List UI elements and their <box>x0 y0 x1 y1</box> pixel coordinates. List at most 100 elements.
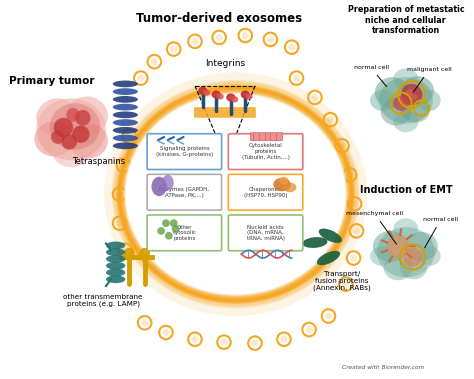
Ellipse shape <box>106 241 125 249</box>
Text: malignant cell: malignant cell <box>407 67 451 92</box>
Text: Enzymes (GAPDH,
ATPase, PK,...): Enzymes (GAPDH, ATPase, PK,...) <box>159 187 210 197</box>
Circle shape <box>325 313 332 319</box>
Ellipse shape <box>317 251 340 265</box>
Ellipse shape <box>162 175 173 190</box>
Circle shape <box>139 248 150 258</box>
Circle shape <box>170 219 178 227</box>
Circle shape <box>403 247 422 267</box>
Text: Transport/
fusion proteins
(Annexin, RABs): Transport/ fusion proteins (Annexin, RAB… <box>313 271 371 291</box>
Circle shape <box>120 162 127 169</box>
Circle shape <box>411 94 418 100</box>
Text: Created with Biorender.com: Created with Biorender.com <box>342 365 425 370</box>
Circle shape <box>288 44 295 50</box>
Ellipse shape <box>106 262 125 269</box>
Ellipse shape <box>52 134 91 167</box>
Ellipse shape <box>199 87 207 94</box>
Ellipse shape <box>113 135 138 141</box>
Ellipse shape <box>401 97 430 122</box>
Circle shape <box>116 220 123 227</box>
Circle shape <box>281 336 287 343</box>
Ellipse shape <box>106 248 125 256</box>
Circle shape <box>66 108 80 122</box>
Circle shape <box>172 225 180 233</box>
Circle shape <box>75 110 91 125</box>
Circle shape <box>137 75 144 81</box>
Ellipse shape <box>124 92 347 296</box>
Ellipse shape <box>69 124 108 158</box>
Text: Preparation of metastatic
niche and cellular
transformation: Preparation of metastatic niche and cell… <box>347 5 464 35</box>
Circle shape <box>122 247 129 254</box>
Ellipse shape <box>273 178 291 191</box>
Circle shape <box>306 326 312 333</box>
Circle shape <box>72 125 90 143</box>
Ellipse shape <box>113 111 138 118</box>
Ellipse shape <box>393 218 419 240</box>
Circle shape <box>350 255 357 262</box>
Text: normal cell: normal cell <box>423 217 458 248</box>
Circle shape <box>252 340 258 346</box>
Ellipse shape <box>113 127 138 134</box>
Circle shape <box>141 319 148 326</box>
Ellipse shape <box>405 232 438 261</box>
Ellipse shape <box>373 231 408 262</box>
Circle shape <box>151 58 158 65</box>
Text: Signaling proteins
(kinases, G-proteins): Signaling proteins (kinases, G-proteins) <box>155 146 213 157</box>
Ellipse shape <box>113 96 138 103</box>
Ellipse shape <box>204 90 210 95</box>
Circle shape <box>165 232 173 240</box>
Ellipse shape <box>381 99 411 125</box>
Ellipse shape <box>112 80 359 308</box>
Circle shape <box>216 34 222 41</box>
Ellipse shape <box>106 255 125 263</box>
FancyBboxPatch shape <box>147 215 221 251</box>
Circle shape <box>406 89 414 97</box>
Text: Integrins: Integrins <box>205 60 245 69</box>
Ellipse shape <box>232 97 237 102</box>
Circle shape <box>393 96 409 111</box>
Ellipse shape <box>113 119 138 126</box>
Ellipse shape <box>401 76 434 105</box>
FancyBboxPatch shape <box>147 134 221 169</box>
Circle shape <box>163 329 169 336</box>
Circle shape <box>54 118 73 137</box>
Circle shape <box>116 191 123 197</box>
Ellipse shape <box>383 255 412 280</box>
Ellipse shape <box>106 276 125 283</box>
Ellipse shape <box>65 97 108 135</box>
Circle shape <box>386 235 410 258</box>
Ellipse shape <box>118 86 354 302</box>
Ellipse shape <box>375 77 410 108</box>
Ellipse shape <box>279 177 289 185</box>
FancyBboxPatch shape <box>194 107 256 118</box>
Circle shape <box>346 171 353 178</box>
Ellipse shape <box>418 90 441 111</box>
FancyBboxPatch shape <box>228 215 303 251</box>
Circle shape <box>162 219 170 227</box>
Ellipse shape <box>104 72 367 316</box>
Ellipse shape <box>283 183 297 192</box>
Ellipse shape <box>106 269 125 276</box>
Ellipse shape <box>36 99 79 137</box>
Circle shape <box>124 248 135 258</box>
Circle shape <box>353 227 360 234</box>
Ellipse shape <box>50 103 100 150</box>
Ellipse shape <box>113 143 138 149</box>
Text: Cytoskeletal
proteins
(Tubulin, Actin,...): Cytoskeletal proteins (Tubulin, Actin,..… <box>242 143 290 160</box>
Circle shape <box>242 32 249 39</box>
Ellipse shape <box>393 69 419 90</box>
Ellipse shape <box>241 91 249 98</box>
Text: Nucleid acids
(DNA, mRNA,
tRNA, miRNA): Nucleid acids (DNA, mRNA, tRNA, miRNA) <box>246 224 284 241</box>
Text: Other
cytosolic
proteins: Other cytosolic proteins <box>173 224 196 241</box>
Circle shape <box>157 227 165 235</box>
FancyBboxPatch shape <box>228 174 303 210</box>
Circle shape <box>170 46 177 52</box>
Text: Chaperones
(HSP70, HSP90): Chaperones (HSP70, HSP90) <box>244 187 287 197</box>
Circle shape <box>327 116 334 123</box>
Text: Tumor-derived exosomes: Tumor-derived exosomes <box>136 12 302 25</box>
Text: Induction of EMT: Induction of EMT <box>359 185 452 195</box>
FancyBboxPatch shape <box>228 134 303 169</box>
Ellipse shape <box>302 237 328 248</box>
Ellipse shape <box>35 122 73 157</box>
Circle shape <box>401 84 422 105</box>
Circle shape <box>191 336 198 343</box>
